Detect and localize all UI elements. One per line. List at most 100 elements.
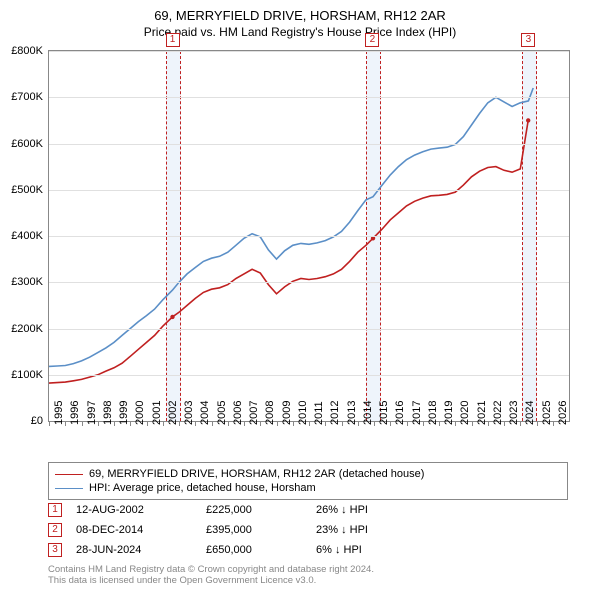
x-axis-label: 2013 xyxy=(346,401,358,425)
x-axis-label: 2000 xyxy=(134,401,146,425)
x-axis-label: 2006 xyxy=(232,401,244,425)
chart-plot-area: £0£100K£200K£300K£400K£500K£600K£700K£80… xyxy=(48,50,570,422)
x-tick xyxy=(212,421,213,426)
event-row: 328-JUN-2024£650,0006% ↓ HPI xyxy=(48,540,568,560)
footer-line: This data is licensed under the Open Gov… xyxy=(48,575,568,586)
gridline xyxy=(49,97,569,98)
x-axis-label: 2010 xyxy=(297,401,309,425)
x-tick xyxy=(455,421,456,426)
x-tick xyxy=(374,421,375,426)
x-axis-label: 2018 xyxy=(427,401,439,425)
x-tick xyxy=(228,421,229,426)
x-tick xyxy=(114,421,115,426)
x-tick xyxy=(488,421,489,426)
footer-line: Contains HM Land Registry data © Crown c… xyxy=(48,564,568,575)
x-axis-label: 2024 xyxy=(524,401,536,425)
x-tick xyxy=(82,421,83,426)
x-axis-label: 2009 xyxy=(281,401,293,425)
x-axis-label: 1998 xyxy=(102,401,114,425)
x-tick xyxy=(179,421,180,426)
x-tick xyxy=(309,421,310,426)
y-axis-label: £800K xyxy=(0,45,43,57)
x-axis-label: 2012 xyxy=(329,401,341,425)
x-axis-label: 2021 xyxy=(476,401,488,425)
event-date: 28-JUN-2024 xyxy=(76,544,206,556)
event-marker: 2 xyxy=(365,33,379,47)
x-axis-label: 2015 xyxy=(378,401,390,425)
gridline xyxy=(49,329,569,330)
x-tick xyxy=(277,421,278,426)
legend-swatch xyxy=(55,474,83,475)
event-delta: 23% ↓ HPI xyxy=(316,524,436,536)
x-tick xyxy=(98,421,99,426)
event-number: 1 xyxy=(48,503,62,517)
x-axis-label: 2008 xyxy=(264,401,276,425)
legend-label: HPI: Average price, detached house, Hors… xyxy=(89,481,316,495)
x-axis-label: 1995 xyxy=(53,401,65,425)
chart-container: 69, MERRYFIELD DRIVE, HORSHAM, RH12 2AR … xyxy=(0,0,600,590)
x-axis-label: 1997 xyxy=(86,401,98,425)
x-tick xyxy=(423,421,424,426)
x-axis-label: 2023 xyxy=(508,401,520,425)
event-delta: 6% ↓ HPI xyxy=(316,544,436,556)
x-tick xyxy=(439,421,440,426)
event-delta: 26% ↓ HPI xyxy=(316,504,436,516)
y-axis-label: £0 xyxy=(0,415,43,427)
y-axis-label: £200K xyxy=(0,323,43,335)
event-price: £650,000 xyxy=(206,544,316,556)
event-price: £225,000 xyxy=(206,504,316,516)
gridline xyxy=(49,282,569,283)
x-axis-label: 2004 xyxy=(199,401,211,425)
title-subtitle: Price paid vs. HM Land Registry's House … xyxy=(0,25,600,39)
x-tick xyxy=(553,421,554,426)
events-table: 112-AUG-2002£225,00026% ↓ HPI 2 08-DEC-201… xyxy=(48,500,568,560)
x-axis-label: 2014 xyxy=(362,401,374,425)
legend-box: 69, MERRYFIELD DRIVE, HORSHAM, RH12 2AR … xyxy=(48,462,568,500)
y-axis-label: £100K xyxy=(0,369,43,381)
series-property xyxy=(49,120,528,383)
event-number: 2 xyxy=(48,523,62,537)
event-date: 08-DEC-2014 xyxy=(76,524,206,536)
x-axis-label: 2011 xyxy=(313,401,325,425)
gridline xyxy=(49,144,569,145)
x-axis-label: 2022 xyxy=(492,401,504,425)
y-axis-label: £400K xyxy=(0,230,43,242)
x-tick xyxy=(195,421,196,426)
x-tick xyxy=(163,421,164,426)
x-axis-label: 1996 xyxy=(69,401,81,425)
event-marker: 1 xyxy=(166,33,180,47)
x-tick xyxy=(342,421,343,426)
x-tick xyxy=(358,421,359,426)
x-tick xyxy=(293,421,294,426)
legend-swatch xyxy=(55,488,83,489)
x-tick xyxy=(244,421,245,426)
x-axis-label: 2016 xyxy=(394,401,406,425)
x-axis-label: 2019 xyxy=(443,401,455,425)
legend-item-property: 69, MERRYFIELD DRIVE, HORSHAM, RH12 2AR … xyxy=(55,467,561,481)
y-axis-label: £600K xyxy=(0,138,43,150)
y-axis-label: £700K xyxy=(0,91,43,103)
x-axis-label: 2007 xyxy=(248,401,260,425)
x-tick xyxy=(504,421,505,426)
event-price: £395,000 xyxy=(206,524,316,536)
event-marker: 3 xyxy=(521,33,535,47)
x-axis-label: 2017 xyxy=(411,401,423,425)
event-row: 112-AUG-2002£225,00026% ↓ HPI xyxy=(48,500,568,520)
x-tick xyxy=(130,421,131,426)
gridline xyxy=(49,51,569,52)
gridline xyxy=(49,375,569,376)
gridline xyxy=(49,236,569,237)
x-axis-label: 2026 xyxy=(557,401,569,425)
x-tick xyxy=(49,421,50,426)
x-axis-label: 2025 xyxy=(541,401,553,425)
title-address: 69, MERRYFIELD DRIVE, HORSHAM, RH12 2AR xyxy=(0,8,600,23)
event-row: 2 08-DEC-2014£395,00023% ↓ HPI xyxy=(48,520,568,540)
legend-label: 69, MERRYFIELD DRIVE, HORSHAM, RH12 2AR … xyxy=(89,467,424,481)
x-axis-label: 2001 xyxy=(151,401,163,425)
x-tick xyxy=(520,421,521,426)
footer-attribution: Contains HM Land Registry data © Crown c… xyxy=(48,564,568,586)
x-axis-label: 2020 xyxy=(459,401,471,425)
y-axis-label: £300K xyxy=(0,276,43,288)
series-hpi xyxy=(49,88,533,366)
x-tick xyxy=(390,421,391,426)
